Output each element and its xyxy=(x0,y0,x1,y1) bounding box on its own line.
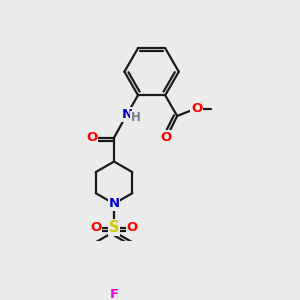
Text: O: O xyxy=(191,102,202,115)
Text: O: O xyxy=(86,131,98,144)
Text: N: N xyxy=(122,108,133,121)
Text: F: F xyxy=(110,287,118,300)
Text: H: H xyxy=(131,111,141,124)
Text: O: O xyxy=(160,131,172,144)
Text: O: O xyxy=(127,221,138,234)
Text: N: N xyxy=(109,197,120,210)
Text: O: O xyxy=(90,221,101,234)
Text: S: S xyxy=(109,220,119,235)
